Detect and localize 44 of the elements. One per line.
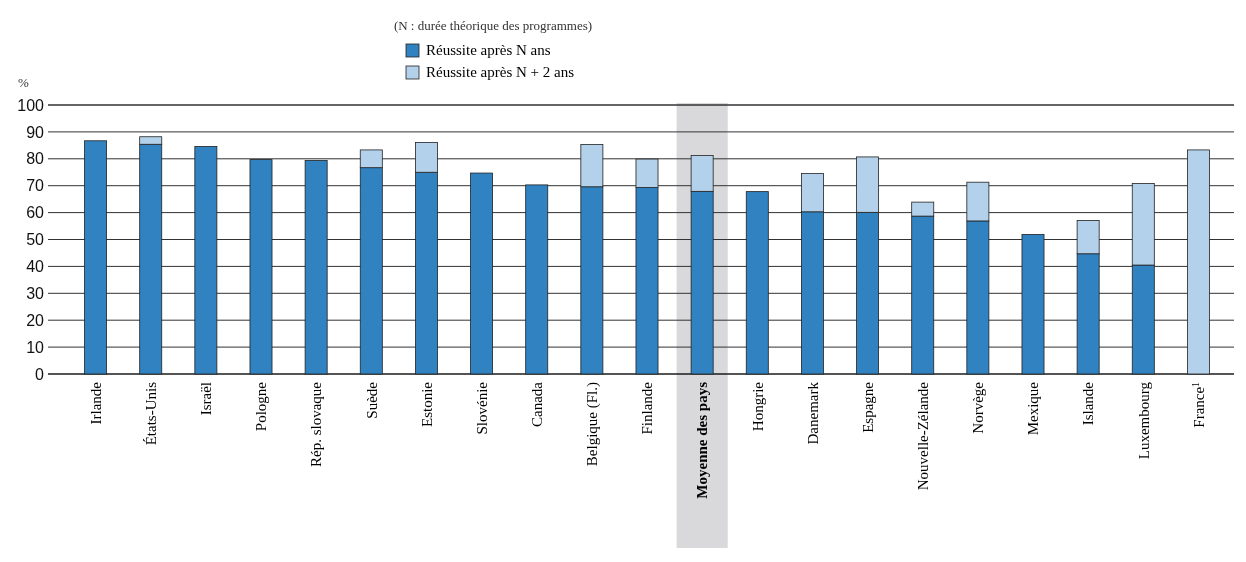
y-tick-label: 60 (26, 204, 45, 222)
bar (194, 146, 218, 375)
bar (304, 160, 328, 375)
bar (525, 184, 549, 375)
x-tick-label: Israël (198, 382, 215, 416)
x-tick-label: Norvège (970, 381, 987, 434)
bar (1021, 233, 1045, 375)
y-axis-title: % (18, 75, 29, 90)
bar (84, 140, 107, 375)
x-tick-label: Belgique (Fl.) (584, 382, 602, 467)
x-tick-label: Slovénie (473, 381, 490, 435)
y-tick-label: 80 (26, 150, 45, 168)
legend-label: Réussite après N ans (426, 42, 551, 58)
y-tick-label: 30 (26, 284, 45, 302)
y-tick-label: 90 (26, 123, 45, 141)
x-tick-label: Danemark (804, 381, 821, 445)
x-tick-label: Mexique (1025, 381, 1042, 436)
x-tick-label: Pologne (253, 381, 270, 432)
x-tick-label: Luxembourg (1135, 381, 1152, 460)
x-tick-label: Suède (363, 381, 380, 419)
y-tick-label: 100 (17, 96, 45, 114)
x-tick-label: Espagne (859, 381, 876, 433)
x-tick-label: Moyenne des pays (694, 381, 711, 499)
bar (745, 191, 769, 375)
y-tick-label: 20 (26, 311, 45, 329)
x-tick-label: Finlande (639, 381, 656, 435)
x-tick-label: Rép. slovaque (308, 381, 325, 467)
x-tick-label: Estonie (418, 381, 435, 427)
x-tick-label: Irlande (87, 381, 104, 425)
y-tick-label: 40 (26, 258, 45, 275)
y-tick-label: 50 (26, 231, 45, 249)
bar (470, 172, 493, 375)
x-tick-label: États-Unis (142, 381, 159, 446)
bar (249, 159, 273, 375)
y-tick-label: 70 (26, 177, 45, 195)
y-tick-label: 0 (35, 365, 45, 383)
bar (1187, 149, 1210, 375)
x-tick-label: Nouvelle-Zélande (914, 381, 931, 491)
x-tick-label: Canada (528, 381, 545, 427)
legend-label: Réussite après N + 2 ans (426, 64, 575, 80)
x-tick-label: Islande (1080, 381, 1097, 426)
x-tick-label: Hongrie (749, 381, 766, 432)
chart-subtitle: (N : durée théorique des programmes) (393, 18, 593, 33)
y-tick-label: 10 (26, 338, 45, 356)
